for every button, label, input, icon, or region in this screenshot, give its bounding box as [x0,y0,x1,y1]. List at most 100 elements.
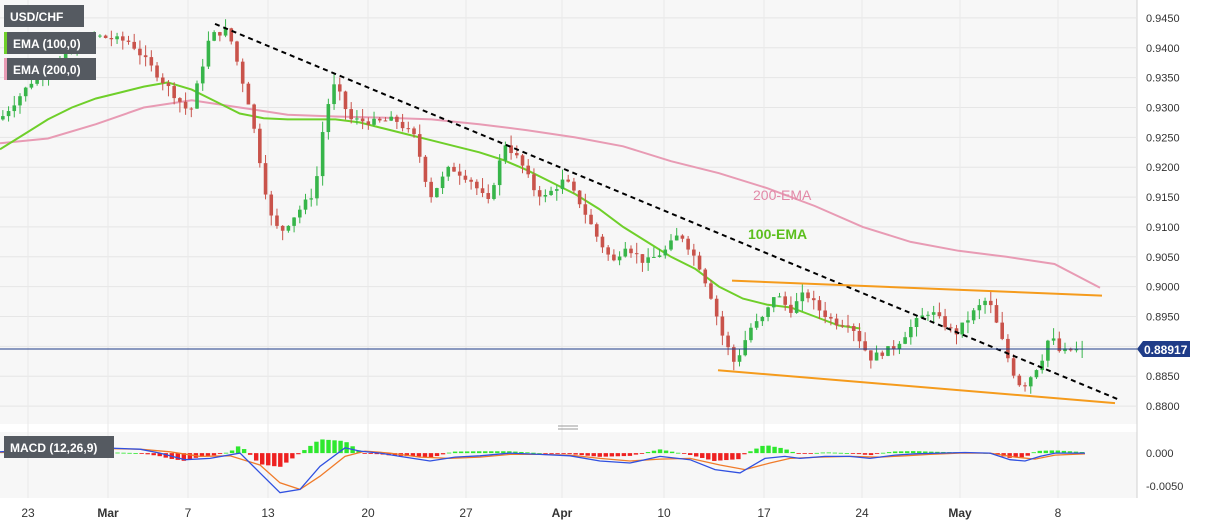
candle-body [480,188,485,194]
macd-hist-bar [730,453,735,460]
macd-hist-bar [229,450,235,454]
pane-splitter[interactable] [558,425,578,430]
legend-ema100[interactable]: EMA (100,0) [4,32,96,54]
candle-body [109,38,114,40]
macd-panel [0,432,1137,498]
legend-ema200[interactable]: EMA (200,0) [4,58,96,80]
candle-body [349,109,353,120]
macd-hist-bar [917,451,922,454]
macd-hist-bar [241,449,247,454]
macd-hist-bar [495,451,500,454]
macd-hist-bar [778,447,783,454]
macd-hist-bar [1043,450,1049,454]
candle-body [1046,340,1050,361]
candle-body [914,318,919,328]
candle-body [703,269,708,284]
macd-hist-bar [537,453,542,454]
candle-body [749,327,753,341]
macd-hist-bar [597,453,602,457]
macd-hist-bar [603,453,608,457]
macd-hist-bar [561,453,566,454]
candle-body [515,153,519,156]
macd-hist-bar [712,453,717,461]
macd-hist-bar [850,453,856,454]
candle-body [726,335,730,348]
macd-hist-bar [862,453,868,455]
legend-macd[interactable]: MACD (12,26,9) [4,436,114,458]
price-tick-label: 0.8850 [1146,371,1180,383]
candle-body [863,341,867,351]
candle-body [246,83,251,105]
candle-body [440,176,445,189]
candle-body [680,235,685,239]
candle-body [960,322,965,335]
macd-hist-bar [513,451,518,454]
candle-body [966,320,970,323]
candle-body [857,330,862,342]
macd-hist-bar [483,451,488,454]
macd-hist-bar [320,439,325,454]
macd-hist-bar [1067,451,1073,454]
candle-body [223,28,228,36]
candle-body [189,108,194,110]
macd-hist-bar [543,453,548,454]
macd-hist-bar [145,453,150,455]
macd-hist-bar [579,453,584,456]
date-tick-label: Mar [97,506,119,520]
macd-hist-bar [923,451,928,454]
candle-body [783,296,787,305]
candle-body [1051,338,1056,341]
candle-body [286,225,291,231]
candle-body [520,155,525,166]
ema100-line [0,81,861,330]
candle-body [269,194,274,216]
candle-body [840,325,845,327]
macd-hist-bar [826,452,832,454]
macd-hist-bar [904,451,910,454]
macd-hist-bar [633,453,639,455]
candle-body [583,204,588,215]
candle-body [503,145,508,161]
macd-hist-bar [404,453,410,457]
candle-body [292,217,296,226]
legend-instrument[interactable]: USD/CHF [4,5,84,27]
date-tick-label: May [948,506,972,520]
macd-hist-bar [766,445,771,454]
candle-body [29,83,34,88]
candle-body [372,118,376,125]
candle-body [1,116,5,120]
candle-body [115,36,119,40]
candle-body [834,318,839,326]
candle-body [897,343,902,349]
macd-hist-bar [645,452,651,454]
candle-body [469,179,473,182]
macd-hist-bar [724,453,729,461]
candle-body [343,91,348,110]
macd-hist-bar [440,453,446,455]
ema200-layer [0,99,1101,289]
macd-hist-bar [573,453,578,455]
candle-body [806,292,810,299]
price-tick-label: 0.9000 [1146,282,1180,294]
candle-body [320,132,325,177]
price-tick-label: 0.9250 [1146,132,1180,144]
macd-hist-bar [591,453,596,457]
candle-body [155,65,159,78]
candle-body [709,283,713,299]
candle-body [612,254,616,261]
date-axis: 23 Mar 7 13 20 27 Apr 10 17 24 May 8 [21,506,1061,520]
candle-body [400,121,405,129]
candle-body [12,105,17,112]
macd-hist-bar [694,453,699,457]
macd-hist-bar [266,453,271,466]
candle-body [874,352,879,361]
candle-body [143,55,148,58]
macd-hist-bar [314,441,319,454]
candle-body [629,248,633,254]
candle-body [446,166,451,177]
candle-body [669,240,673,250]
candle-body [1011,358,1016,376]
signal-line [0,447,1086,491]
macd-hist-bar [935,451,940,454]
